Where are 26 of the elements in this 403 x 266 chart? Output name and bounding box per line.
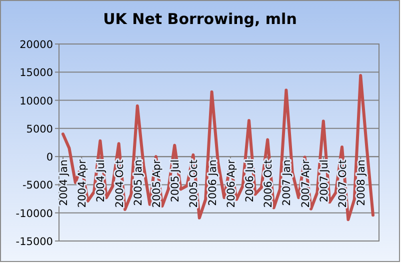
- x-tick-label: 2004 Jul: [95, 160, 108, 202]
- y-tick-label: 5000: [26, 123, 53, 136]
- x-tick-label: 2004 Apr: [76, 158, 89, 208]
- x-tick-label: 2004 Oct: [114, 160, 126, 208]
- y-tick-label: -5000: [22, 180, 53, 192]
- x-tick-label: 2006 Oct: [262, 160, 275, 208]
- y-tick-label: 0: [46, 152, 53, 164]
- x-tick-label: 2007 Jan: [281, 160, 294, 206]
- y-tick-label: 15000: [20, 67, 53, 80]
- x-tick-label: 2008 Jan: [356, 160, 368, 206]
- x-tick-label: 2006 Apr: [225, 158, 238, 208]
- x-tick-label: 2007 Jul: [318, 160, 330, 202]
- y-tick-label: -15000: [16, 236, 53, 248]
- x-tick-label: 2005 Jan: [132, 160, 144, 206]
- x-tick-label: 2006 Jan: [206, 160, 219, 206]
- chart-title: UK Net Borrowing, mln: [103, 10, 297, 28]
- y-tick-label: -10000: [16, 208, 53, 220]
- y-tick-label: 20000: [20, 39, 53, 51]
- x-tick-label: 2005 Apr: [151, 158, 163, 208]
- x-tick-label: 2005 Oct: [188, 160, 200, 208]
- x-tick-label: 2007 Oct: [337, 160, 349, 208]
- x-tick-label: 2006 Jul: [244, 160, 256, 202]
- x-tick-label: 2007 Apr: [300, 158, 312, 208]
- x-tick-label: 2005 Jul: [170, 160, 182, 202]
- y-tick-label: 10000: [20, 95, 53, 108]
- x-tick-label: 2004 Jan: [58, 160, 70, 206]
